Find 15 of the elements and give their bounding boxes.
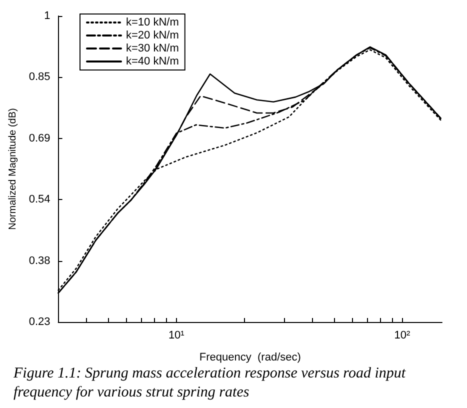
y-tick-label: 0.23	[28, 316, 50, 328]
legend-label: k=10 kN/m	[126, 16, 179, 28]
legend-label: k=20 kN/m	[126, 30, 179, 42]
y-tick-label: 0.54	[28, 194, 50, 206]
x-axis-title: Frequency (rad/sec)	[199, 352, 301, 364]
x-tick-label: 10²	[394, 330, 411, 342]
caption: Figure 1.1: Sprung mass acceleration response versus road input frequency for various strut spring rates	[12, 366, 410, 400]
y-tick-label: 1	[44, 10, 50, 22]
y-tick-label: 0.38	[28, 254, 50, 267]
legend-label: k=30 kN/m	[126, 42, 179, 54]
x-tick-label: 10¹	[168, 330, 185, 342]
y-tick-label: 0.69	[28, 132, 50, 144]
legend-label: k=40 kN/m	[126, 56, 179, 68]
y-tick-label: 0.85	[28, 71, 50, 84]
y-axis-title: Normalized Magnitude (dB)	[8, 108, 18, 230]
